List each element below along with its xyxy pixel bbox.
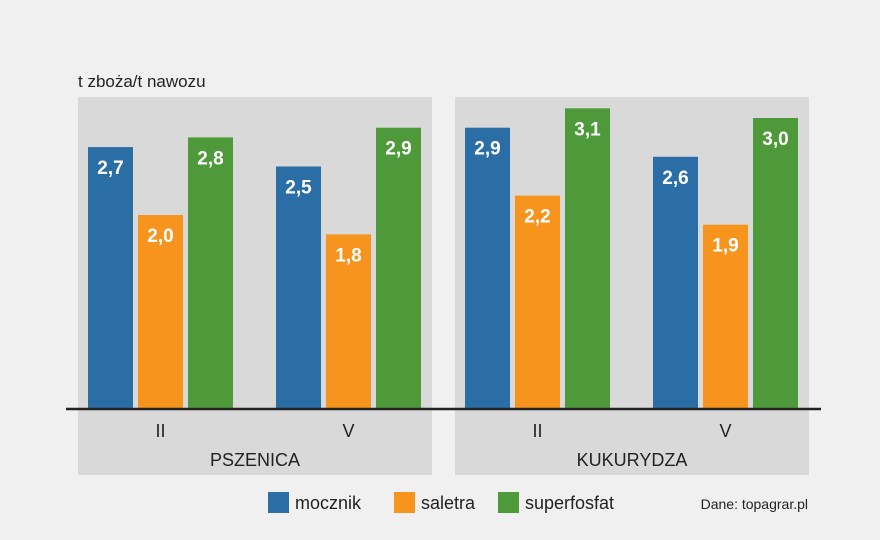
bar-superfosfat xyxy=(753,118,798,409)
bar-value-label: 3,1 xyxy=(574,119,601,140)
category-label: II xyxy=(155,421,165,441)
category-label: II xyxy=(532,421,542,441)
group-panel-pszenica xyxy=(78,97,432,475)
bar-value-label: 1,8 xyxy=(335,245,361,266)
bar-superfosfat xyxy=(565,108,610,410)
source-note: Dane: topagrar.pl xyxy=(701,496,808,512)
bar-value-label: 2,2 xyxy=(524,207,550,228)
group-label: PSZENICA xyxy=(210,450,300,470)
bar-value-label: 2,0 xyxy=(147,226,173,247)
legend-swatch-superfosfat xyxy=(498,492,519,513)
bar-superfosfat xyxy=(188,137,233,409)
bar-value-label: 2,9 xyxy=(474,139,500,160)
y-axis-title: t zboża/t nawozu xyxy=(78,72,206,91)
bar-value-label: 1,9 xyxy=(712,236,738,257)
legend-label-superfosfat: superfosfat xyxy=(525,493,614,513)
bar-mocznik xyxy=(653,156,698,409)
group-label: KUKURYDZA xyxy=(577,450,688,470)
bar-superfosfat xyxy=(376,127,421,409)
legend-label-saletra: saletra xyxy=(421,493,476,513)
group-panel-kukurydza xyxy=(455,97,809,475)
category-label: V xyxy=(342,421,354,441)
bar-saletra xyxy=(138,215,183,409)
category-label: V xyxy=(719,421,731,441)
bar-mocznik xyxy=(88,147,133,409)
bar-saletra xyxy=(326,234,371,409)
bar-value-label: 2,7 xyxy=(97,158,123,179)
legend-swatch-saletra xyxy=(394,492,415,513)
bar-value-label: 2,9 xyxy=(385,139,411,160)
legend-swatch-mocznik xyxy=(268,492,289,513)
bar-mocznik xyxy=(276,166,321,409)
bar-saletra xyxy=(703,224,748,409)
bar-value-label: 3,0 xyxy=(762,129,788,150)
bar-value-label: 2,8 xyxy=(197,148,223,169)
bar-saletra xyxy=(515,195,560,409)
legend-label-mocznik: mocznik xyxy=(295,493,362,513)
bar-value-label: 2,5 xyxy=(285,178,312,199)
bar-value-label: 2,6 xyxy=(662,168,688,189)
bar-mocznik xyxy=(465,127,510,409)
